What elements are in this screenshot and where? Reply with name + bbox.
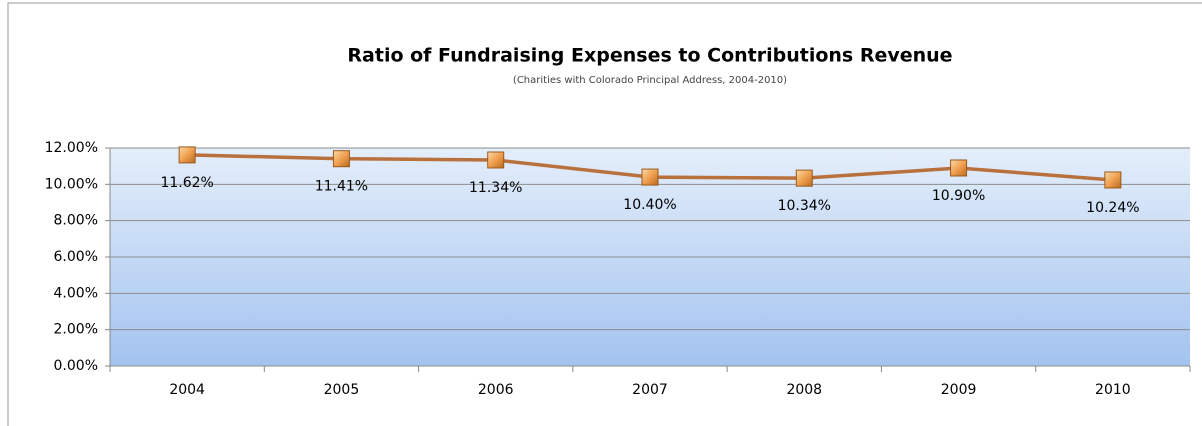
marker: [178, 146, 196, 164]
data-label: 11.34%: [469, 180, 522, 196]
data-label: 10.40%: [623, 197, 676, 213]
y-tick-label: 8.00%: [54, 213, 98, 229]
marker: [641, 168, 659, 186]
data-label: 10.24%: [1086, 200, 1139, 216]
marker: [487, 151, 505, 169]
data-label: 10.34%: [778, 198, 831, 214]
data-label: 11.41%: [315, 179, 368, 195]
x-tick-label: 2010: [1095, 382, 1131, 398]
chart-border: [7, 2, 1202, 426]
y-tick-label: 2.00%: [54, 322, 98, 338]
x-tick-label: 2004: [169, 382, 205, 398]
marker: [950, 159, 968, 177]
x-tick-label: 2006: [478, 382, 514, 398]
chart-subtitle: (Charities with Colorado Principal Addre…: [513, 75, 787, 86]
y-tick-label: 6.00%: [54, 249, 98, 265]
x-tick-label: 2007: [632, 382, 668, 398]
x-tick-label: 2009: [941, 382, 977, 398]
chart-title: Ratio of Fundraising Expenses to Contrib…: [347, 45, 952, 67]
marker: [332, 150, 350, 168]
data-label: 11.62%: [160, 175, 213, 191]
y-tick-label: 4.00%: [54, 285, 98, 301]
y-tick-label: 12.00%: [45, 140, 98, 156]
x-tick-label: 2008: [786, 382, 822, 398]
y-tick-label: 10.00%: [45, 176, 98, 192]
x-tick-label: 2005: [324, 382, 360, 398]
marker: [1104, 171, 1122, 189]
data-label: 10.90%: [932, 188, 985, 204]
marker: [795, 169, 813, 187]
y-tick-label: 0.00%: [54, 358, 98, 374]
